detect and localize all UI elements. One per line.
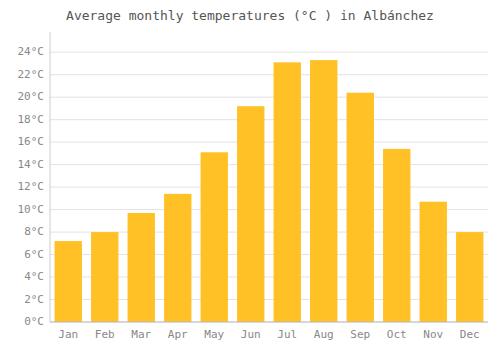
x-tick-label: Oct [387,328,407,341]
x-tick-label: Apr [168,328,188,341]
grid-line [50,187,488,188]
grid-line [50,74,488,75]
chart: 0°C 2°C 4°C 6°C 8°C 10°C 12°C 14°C 16°C 18°C 20°C 2… [0,0,500,350]
x-tick-label: Dec [460,328,480,341]
grid-line [50,164,488,165]
y-axis-line [50,32,51,322]
y-tick-label: 12°C [18,180,45,193]
y-tick-label: 18°C [18,113,45,126]
x-tick-label: Jul [277,328,297,341]
title: Average monthly temperatures (°C ) in Al… [66,8,434,23]
bar [420,202,447,322]
bar [201,152,228,322]
y-tick-label: 4°C [24,270,44,283]
y-tick-label: 0°C [24,315,44,328]
bars [55,60,484,322]
x-tick-label: Mar [131,328,151,341]
x-axis-line [50,322,488,323]
y-tick-label: 6°C [24,248,44,261]
y-tick-label: 24°C [18,45,45,58]
x-tick-label: Jan [58,328,78,341]
x-tick-label: Aug [314,328,334,341]
grid [50,52,488,322]
bar [237,106,264,322]
grid-line [50,97,488,98]
y-tick-label: 2°C [24,293,44,306]
bar [55,241,82,322]
y-tick-label: 10°C [18,203,45,216]
bar [128,213,155,322]
grid-line [50,52,488,53]
y-tick-label: 20°C [18,90,45,103]
grid-line [50,142,488,143]
y-tick-label: 8°C [24,225,44,238]
bar [456,232,483,322]
chart-container: 0°C 2°C 4°C 6°C 8°C 10°C 12°C 14°C 16°C 18°C 20°C 2… [0,0,500,350]
y-tick-label: 16°C [18,135,45,148]
bar [383,149,410,322]
bar [91,232,118,322]
x-tick-label: Jun [241,328,261,341]
x-tick-label: May [204,328,224,341]
bar [347,93,374,322]
bar [164,194,191,322]
grid-line [50,322,488,323]
y-tick-label: 14°C [18,158,45,171]
bar [310,60,337,322]
x-tick-label: Feb [95,328,115,341]
bar [274,62,301,322]
grid-line [50,119,488,120]
x-tick-label: Nov [423,328,443,341]
y-tick-label: 22°C [18,68,45,81]
x-tick-label: Sep [350,328,370,341]
